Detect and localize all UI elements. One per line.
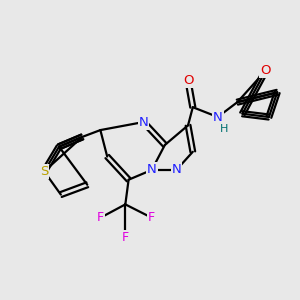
Text: O: O: [183, 74, 193, 87]
Text: S: S: [40, 165, 48, 178]
Text: F: F: [122, 231, 129, 244]
Text: O: O: [260, 64, 271, 77]
Text: N: N: [172, 164, 181, 176]
Text: F: F: [97, 211, 104, 224]
Text: H: H: [220, 124, 229, 134]
Text: N: N: [213, 110, 223, 124]
Text: N: N: [147, 164, 157, 176]
Text: N: N: [139, 116, 148, 129]
Text: F: F: [148, 211, 155, 224]
